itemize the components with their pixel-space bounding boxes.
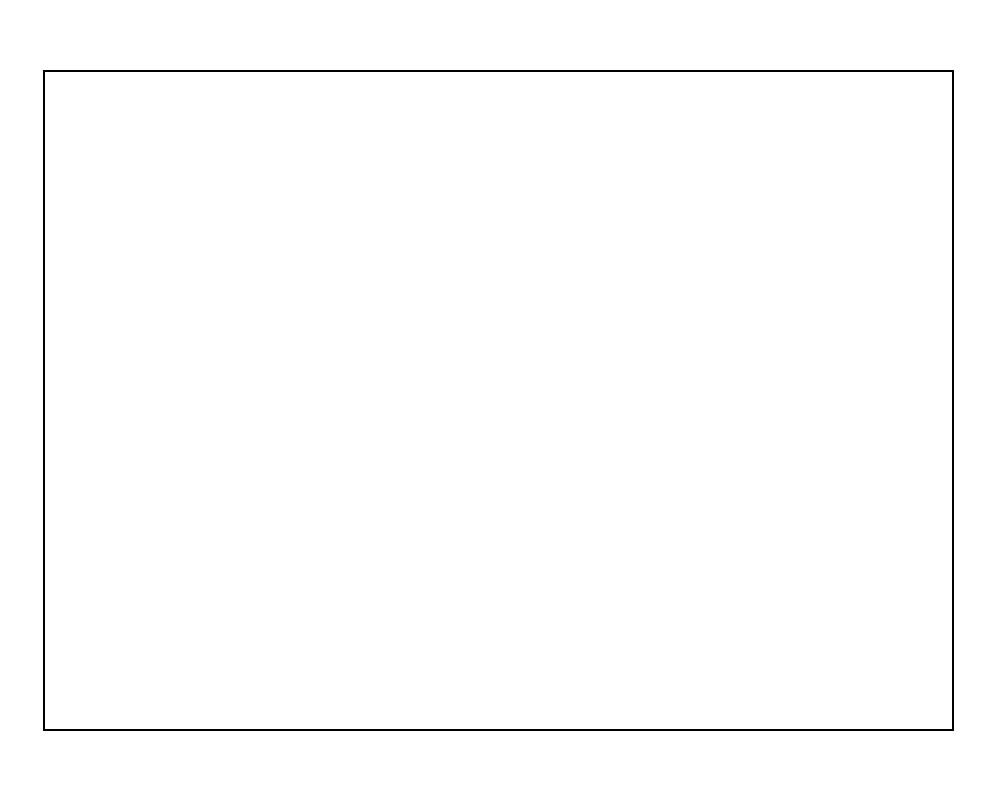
reference-vector xyxy=(758,764,838,800)
color-bar-graphic xyxy=(150,762,660,783)
color-bar xyxy=(150,762,660,800)
wind-map-plot xyxy=(45,72,952,729)
map-plot-frame xyxy=(43,70,954,731)
reference-arrow-icon xyxy=(758,765,828,779)
